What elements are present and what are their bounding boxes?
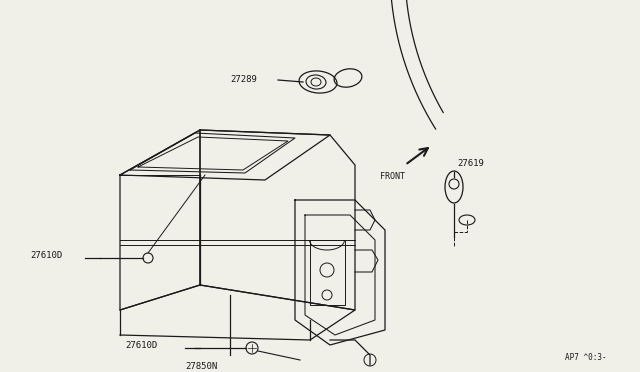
Text: 27610D: 27610D bbox=[30, 251, 62, 260]
Text: 27610D: 27610D bbox=[125, 341, 157, 350]
Text: AP7 ^0:3-: AP7 ^0:3- bbox=[565, 353, 607, 362]
Text: FRONT: FRONT bbox=[380, 172, 405, 181]
Text: 27619: 27619 bbox=[457, 160, 484, 169]
Text: 27850N: 27850N bbox=[185, 362, 217, 371]
Text: 27289: 27289 bbox=[230, 76, 257, 84]
